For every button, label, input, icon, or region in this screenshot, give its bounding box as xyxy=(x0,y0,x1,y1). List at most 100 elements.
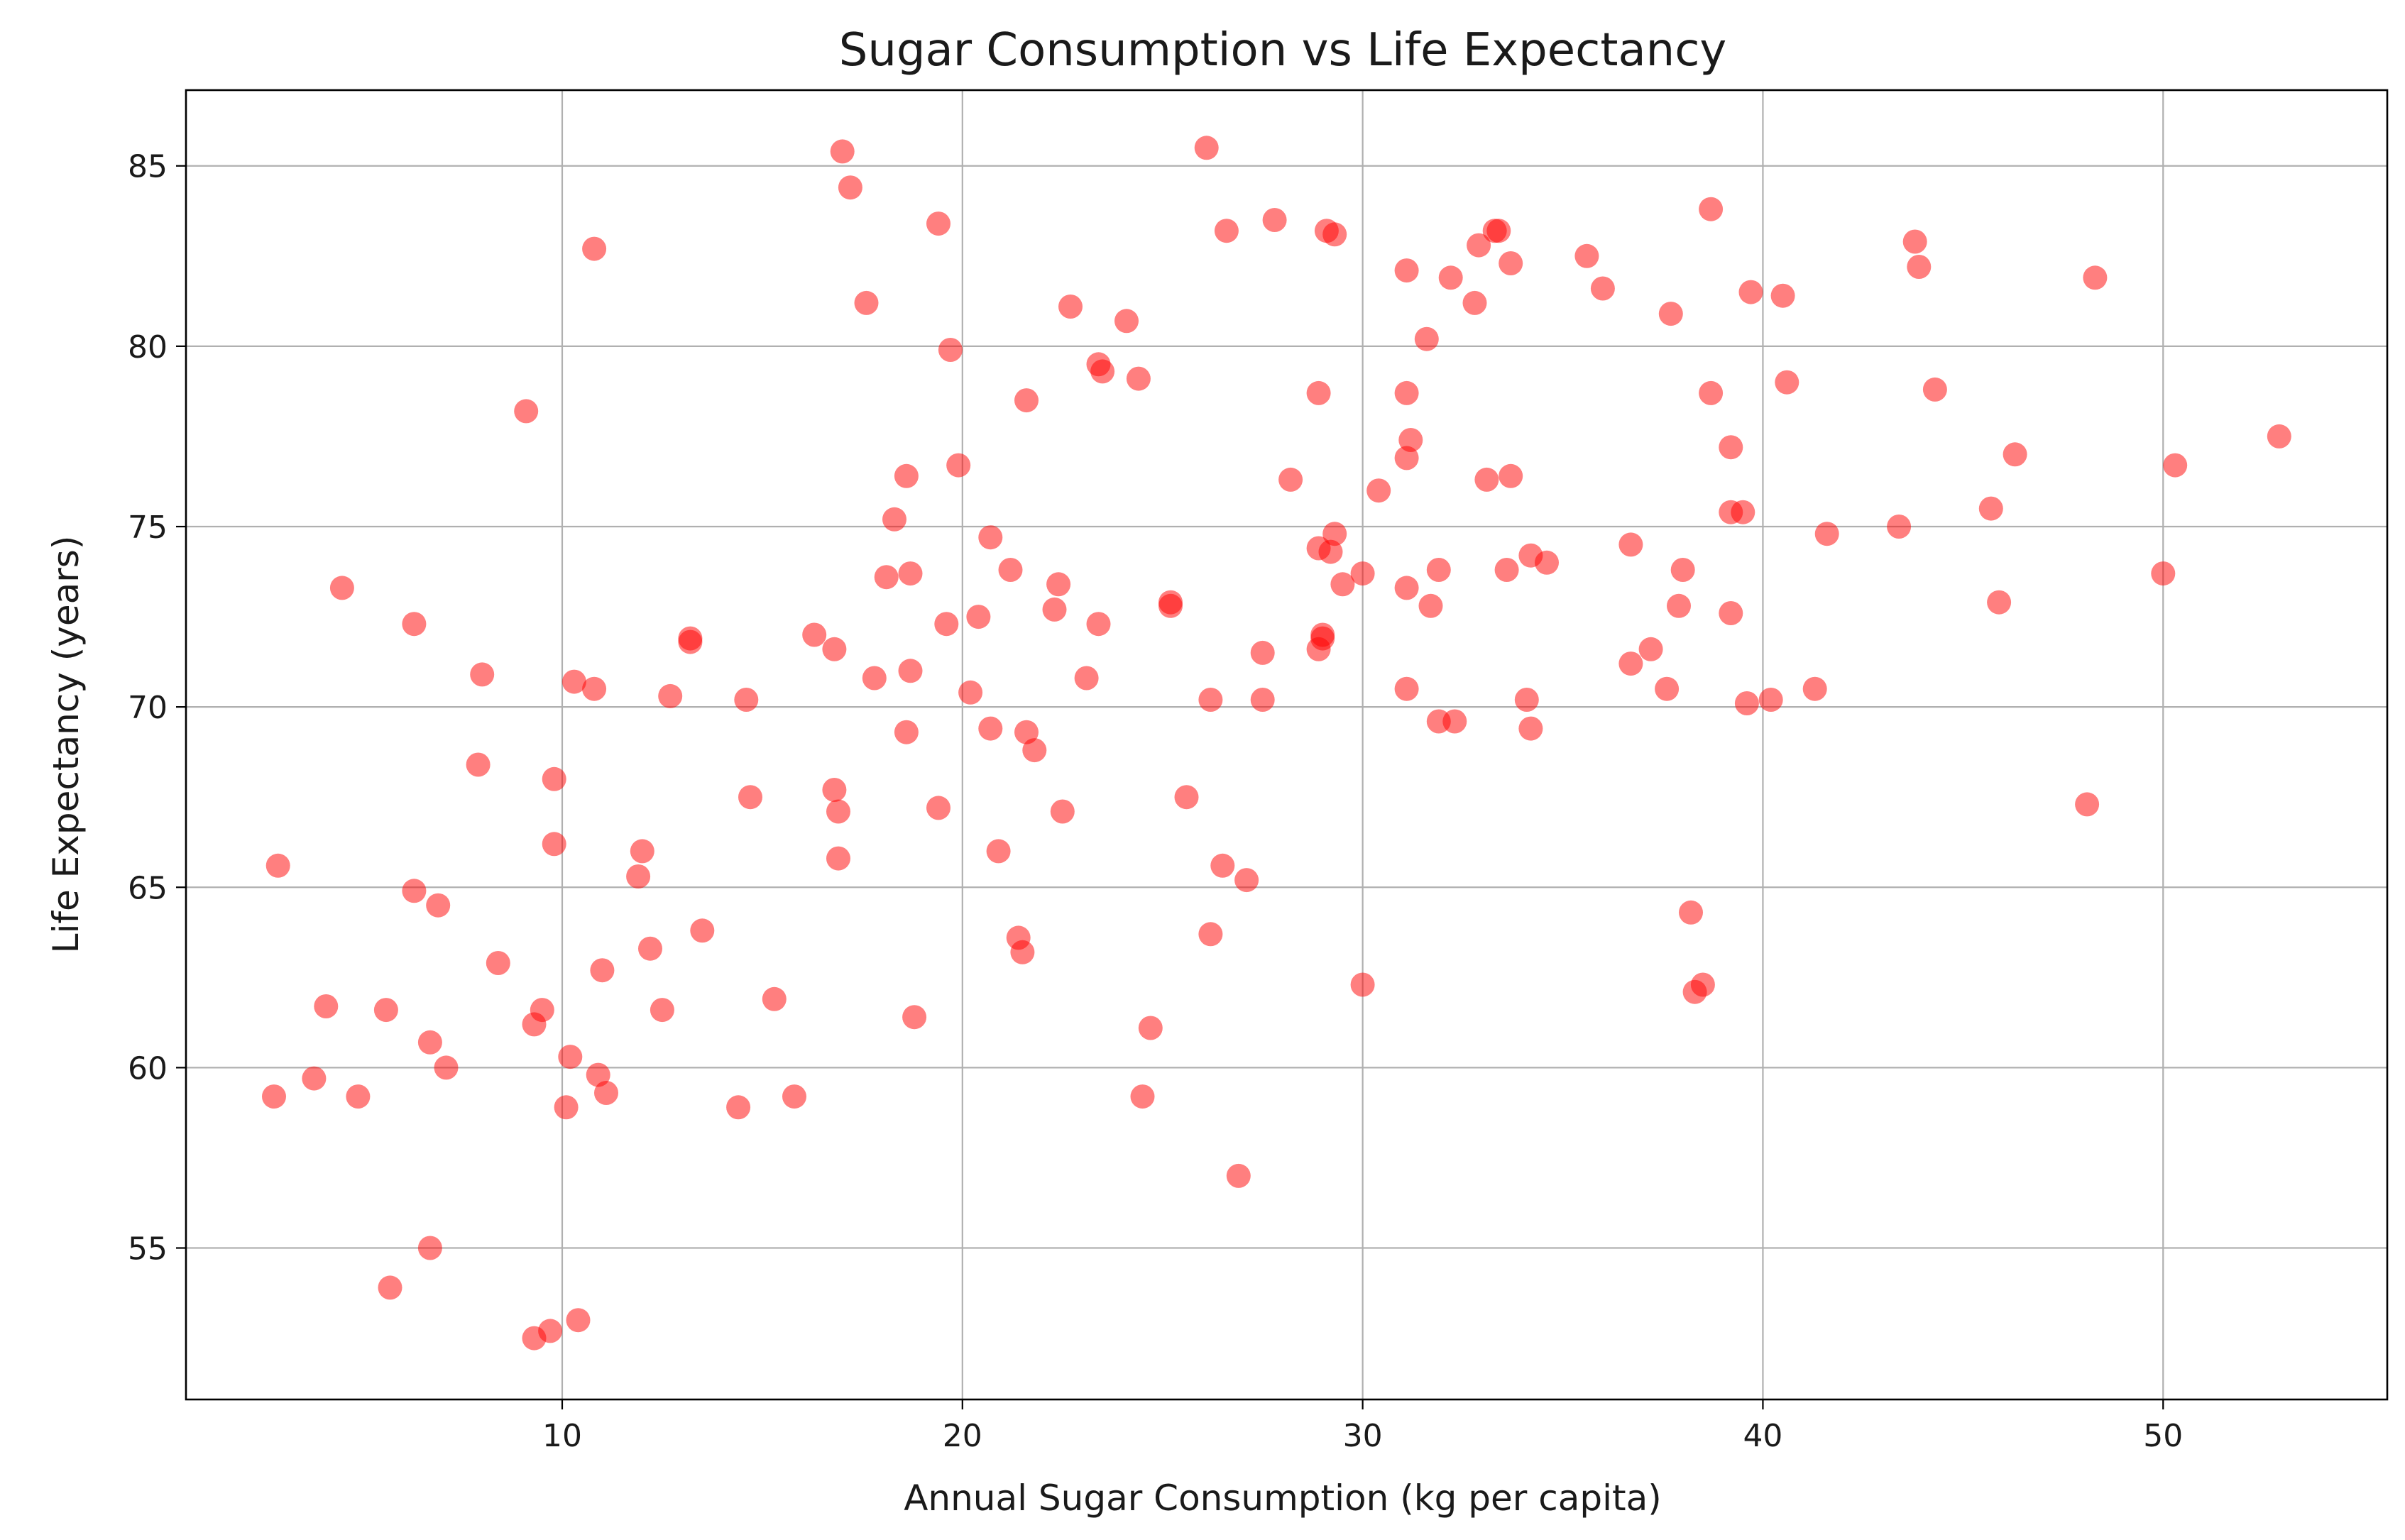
scatter-point xyxy=(2151,561,2176,586)
scatter-point xyxy=(1658,302,1683,326)
scatter-point xyxy=(314,994,339,1018)
scatter-point xyxy=(1330,572,1355,597)
scatter-point xyxy=(1679,900,1703,925)
scatter-point xyxy=(1194,136,1219,160)
scatter-point xyxy=(978,716,1003,741)
scatter-point xyxy=(1987,590,2012,615)
scatter-point xyxy=(1074,666,1099,691)
scatter-point xyxy=(2075,792,2100,817)
x-tick-label: 30 xyxy=(1343,1418,1383,1454)
ticks-layer: 10 20 30 40 50 55 60 65 70 75 80 85 xyxy=(128,149,2183,1454)
scatter-point xyxy=(1394,258,1419,283)
scatter-point xyxy=(1322,522,1347,546)
scatter-point xyxy=(966,605,991,629)
scatter-point xyxy=(822,778,847,802)
scatter-point xyxy=(926,796,951,820)
y-tick-label: 75 xyxy=(128,510,168,546)
scatter-point xyxy=(1394,446,1419,471)
scatter-point xyxy=(1350,972,1375,997)
scatter-point xyxy=(678,626,703,651)
scatter-point xyxy=(1306,637,1331,661)
scatter-point xyxy=(1719,435,1743,460)
scatter-point xyxy=(1046,572,1071,597)
scatter-point xyxy=(726,1095,751,1120)
y-axis-label: Life Expectancy (years) xyxy=(45,536,87,954)
scatter-point xyxy=(946,453,971,478)
scatter-point xyxy=(302,1066,327,1091)
x-axis-label: Annual Sugar Consumption (kg per capita) xyxy=(904,1478,1662,1519)
scatter-point xyxy=(1322,222,1347,247)
scatter-point xyxy=(638,936,662,961)
scatter-point xyxy=(1590,276,1615,301)
scatter-point xyxy=(650,998,674,1023)
scatter-point xyxy=(1198,922,1223,947)
scatter-point xyxy=(1014,720,1039,744)
scatter-point xyxy=(1518,716,1543,741)
scatter-point xyxy=(1174,785,1199,810)
scatter-point xyxy=(2163,453,2188,478)
scatter-point xyxy=(830,139,855,164)
scatter-point xyxy=(1494,558,1519,582)
scatter-point xyxy=(1158,593,1183,618)
scatter-point xyxy=(1250,688,1275,712)
scatter-point xyxy=(1418,593,1443,618)
x-tick-label: 50 xyxy=(2143,1418,2183,1454)
scatter-point xyxy=(978,525,1003,550)
scatter-point xyxy=(1618,532,1643,557)
scatter-point xyxy=(1922,377,1947,402)
scatter-point xyxy=(1758,688,1783,712)
scatter-point xyxy=(838,175,862,200)
scatter-point xyxy=(1467,233,1491,258)
points-layer xyxy=(262,136,2291,1351)
scatter-point xyxy=(934,612,959,637)
scatter-point xyxy=(402,879,427,903)
scatter-point xyxy=(554,1095,579,1120)
scatter-point xyxy=(1770,283,1795,308)
scatter-point xyxy=(1667,593,1691,618)
scatter-point xyxy=(802,622,827,647)
scatter-point xyxy=(1042,597,1067,622)
scatter-point xyxy=(417,1236,442,1260)
scatter-point xyxy=(1050,799,1075,824)
scatter-point xyxy=(630,839,654,864)
scatter-point xyxy=(1086,612,1111,637)
scatter-point xyxy=(1719,601,1743,625)
scatter-point xyxy=(1306,380,1331,405)
scatter-point xyxy=(466,752,491,777)
scatter-point xyxy=(586,1062,610,1087)
scatter-point xyxy=(434,1055,459,1080)
scatter-point xyxy=(1138,1016,1163,1040)
scatter-point xyxy=(1618,651,1643,676)
scatter-point xyxy=(862,666,887,691)
scatter-point xyxy=(1214,219,1239,243)
plot-area-frame xyxy=(185,89,2389,1401)
scatter-point xyxy=(522,1326,547,1351)
scatter-point xyxy=(1226,1163,1251,1188)
scatter-point xyxy=(1775,370,1799,395)
scatter-point xyxy=(998,558,1023,582)
y-tick-label: 85 xyxy=(128,149,168,185)
scatter-point xyxy=(582,236,607,261)
scatter-point xyxy=(894,720,919,744)
y-tick-label: 70 xyxy=(128,690,168,726)
y-tick-label: 60 xyxy=(128,1050,168,1087)
scatter-point xyxy=(826,799,850,824)
scatter-point xyxy=(1318,539,1343,564)
scatter-point xyxy=(1738,280,1763,304)
scatter-point xyxy=(1655,676,1680,701)
scatter-point xyxy=(402,612,427,637)
scatter-point xyxy=(590,958,615,983)
scatter-point xyxy=(898,561,923,586)
scatter-point xyxy=(1734,691,1759,715)
scatter-point xyxy=(874,565,899,590)
y-tick-label: 80 xyxy=(128,329,168,365)
scatter-point xyxy=(1126,366,1151,391)
scatter-point xyxy=(558,1045,583,1069)
scatter-point xyxy=(1198,688,1223,712)
scatter-point xyxy=(822,637,847,661)
scatter-point xyxy=(426,893,451,918)
scatter-point xyxy=(1682,979,1707,1004)
scatter-point xyxy=(1638,637,1663,661)
scatter-point xyxy=(1350,561,1375,586)
scatter-point xyxy=(762,986,787,1011)
